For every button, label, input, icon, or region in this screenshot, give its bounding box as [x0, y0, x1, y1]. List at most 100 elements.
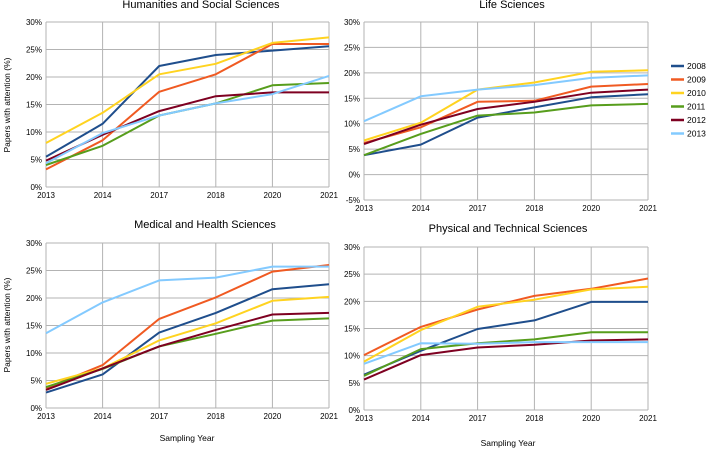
series-line-2010 [45, 36, 330, 144]
x-tick-labels: 2013 2014 2017 2018 2020 2021 [37, 412, 338, 421]
x-tick-label: 2014 [94, 191, 112, 200]
x-tick-label: 2014 [94, 412, 112, 421]
x-tick-label: 2020 [264, 412, 282, 421]
x-tick-label: 2021 [639, 204, 657, 213]
x-tick-labels: 2013 2014 2017 2018 2020 2021 [37, 191, 338, 200]
series-line-2010 [363, 285, 649, 363]
series-lines [363, 277, 649, 381]
y-tick-label: 25% [344, 43, 360, 52]
y-tick-label: 0% [348, 171, 360, 180]
y-tick-label: 20% [344, 69, 360, 78]
y-tick-label: 10% [26, 128, 42, 137]
y-tick-label: 30% [344, 18, 360, 27]
series-line-2011 [363, 331, 648, 377]
y-tick-labels: 0% 5% 10% 15% 20% 25% 30% [26, 18, 42, 192]
panel-humanities: Humanities and Social Sciences Papers wi… [2, 0, 338, 200]
y-tick-label: 20% [26, 294, 42, 303]
y-tick-label: 0% [348, 406, 360, 415]
y-tick-label: 30% [26, 18, 42, 27]
y-tick-label: 10% [26, 349, 42, 358]
series-line-2009 [45, 264, 330, 390]
y-tick-label: 15% [26, 322, 42, 331]
y-tick-label: 5% [348, 145, 360, 154]
x-tick-label: 2021 [639, 414, 657, 423]
y-tick-label: 20% [344, 297, 360, 306]
series-line-2013 [363, 341, 648, 365]
series-line-2008 [363, 300, 648, 376]
series-lines [45, 264, 330, 394]
grid [45, 21, 330, 188]
legend-label-2013: 2013 [687, 129, 706, 139]
legend-label-2010: 2010 [687, 88, 706, 98]
x-axis-label: Sampling Year [481, 438, 536, 448]
y-tick-label: 0% [30, 404, 42, 413]
y-tick-labels: 0% 5% 10% 15% 20% 25% 30% [344, 243, 360, 415]
y-tick-label: 0% [30, 183, 42, 192]
x-tick-label: 2013 [355, 204, 373, 213]
y-tick-label: 15% [26, 101, 42, 110]
y-tick-label: 25% [344, 270, 360, 279]
y-tick-label: 10% [344, 120, 360, 129]
x-tick-label: 2017 [150, 412, 168, 421]
y-tick-label: 20% [26, 73, 42, 82]
series-line-2009 [363, 83, 649, 144]
series-line-2013 [363, 74, 649, 123]
series-line-2008 [363, 93, 649, 157]
x-tick-label: 2013 [37, 191, 55, 200]
series-line-2012 [363, 338, 649, 381]
x-tick-label: 2017 [469, 414, 487, 423]
y-tick-label: 5% [30, 156, 42, 165]
y-tick-label: 5% [348, 379, 360, 388]
series-line-2013 [45, 265, 329, 335]
legend: 2008 2009 2010 2011 2012 2013 [671, 61, 706, 139]
series-lines [45, 36, 330, 171]
x-tick-label: 2014 [412, 204, 430, 213]
legend-label-2009: 2009 [687, 75, 706, 85]
panel-title: Medical and Health Sciences [134, 219, 276, 231]
grid [45, 242, 330, 409]
series-line-2013 [45, 74, 330, 165]
y-tick-label: 15% [344, 94, 360, 103]
x-tick-label: 2020 [264, 191, 282, 200]
x-tick-label: 2018 [207, 412, 225, 421]
panel-title: Life Sciences [479, 0, 545, 11]
series-line-2012 [45, 311, 330, 391]
x-tick-label: 2017 [150, 191, 168, 200]
y-tick-label: 10% [344, 352, 360, 361]
panel-title: Humanities and Social Sciences [122, 0, 280, 11]
x-tick-label: 2017 [469, 204, 487, 213]
series-line-2011 [363, 102, 649, 157]
y-axis-label: Papers with attention (%) [2, 57, 12, 152]
panel-physical: Physical and Technical Sciences Sampling… [344, 223, 657, 448]
y-tick-labels: 0% 5% 10% 15% 20% 25% 30% [26, 239, 42, 413]
panel-medical: Medical and Health Sciences Papers with … [2, 219, 338, 443]
grid [363, 21, 649, 201]
series-line-2008 [45, 283, 330, 394]
y-tick-label: 30% [26, 239, 42, 248]
legend-label-2011: 2011 [687, 102, 706, 112]
grid [363, 246, 649, 411]
x-tick-label: 2020 [582, 204, 600, 213]
y-tick-label: 25% [26, 46, 42, 55]
y-tick-label: 30% [344, 243, 360, 252]
legend-label-2012: 2012 [687, 115, 706, 125]
series-line-2010 [363, 69, 649, 142]
y-tick-label: 15% [344, 325, 360, 334]
x-tick-label: 2018 [526, 414, 544, 423]
x-tick-label: 2013 [37, 412, 55, 421]
series-line-2008 [45, 45, 330, 158]
y-tick-label: 5% [30, 377, 42, 386]
x-tick-label: 2020 [582, 414, 600, 423]
panel-title: Physical and Technical Sciences [429, 223, 588, 235]
series-line-2009 [45, 43, 329, 171]
panel-life-sciences: Life Sciences -5% 0% 5% 10% 15% 20% 25% 30% 201… [344, 0, 657, 213]
x-tick-labels: 2013 2014 2017 2018 2020 2021 [355, 414, 657, 423]
y-axis-label: Papers with attention (%) [2, 277, 12, 372]
series-lines [363, 69, 649, 157]
y-tick-label: 25% [26, 267, 42, 276]
x-axis-label: Sampling Year [160, 433, 215, 443]
x-tick-label: 2021 [320, 191, 338, 200]
x-tick-label: 2021 [320, 412, 338, 421]
x-tick-label: 2018 [526, 204, 544, 213]
